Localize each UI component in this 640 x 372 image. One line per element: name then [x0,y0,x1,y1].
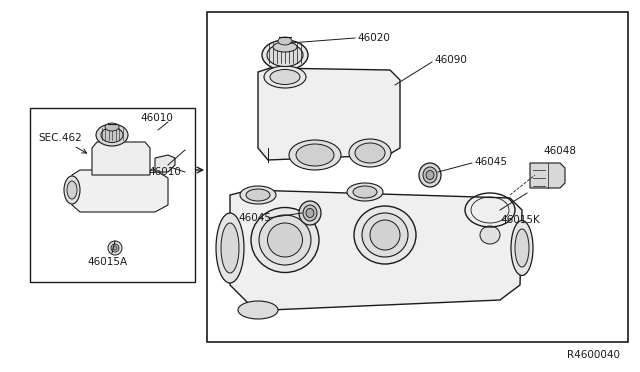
Ellipse shape [515,229,529,267]
Ellipse shape [259,215,311,265]
Text: 46045: 46045 [238,213,271,223]
Ellipse shape [113,246,117,250]
Ellipse shape [511,221,533,276]
Polygon shape [258,68,400,160]
Ellipse shape [221,223,239,273]
Ellipse shape [296,144,334,166]
Ellipse shape [349,139,391,167]
Ellipse shape [270,70,300,84]
Ellipse shape [251,208,319,273]
Ellipse shape [264,66,306,88]
Text: SEC.462: SEC.462 [38,133,86,153]
Ellipse shape [64,176,80,204]
Ellipse shape [96,124,128,146]
Bar [30,108,195,282]
Polygon shape [92,142,150,175]
Ellipse shape [101,128,123,142]
Ellipse shape [426,170,434,180]
Ellipse shape [347,183,383,201]
Ellipse shape [303,205,317,221]
Polygon shape [155,155,175,172]
Ellipse shape [246,189,270,201]
Ellipse shape [273,42,297,52]
Ellipse shape [306,208,314,218]
Ellipse shape [240,186,276,204]
Ellipse shape [267,44,303,67]
Ellipse shape [238,301,278,319]
Text: 46015K: 46015K [500,215,540,225]
Ellipse shape [268,223,303,257]
Text: 46020: 46020 [357,33,390,43]
Ellipse shape [419,163,441,187]
Text: 46015A: 46015A [87,257,127,267]
Ellipse shape [105,123,119,131]
Bar [207,12,628,342]
Ellipse shape [355,143,385,163]
Text: 46090: 46090 [434,55,467,65]
Polygon shape [230,190,522,310]
Ellipse shape [111,244,119,252]
Ellipse shape [480,226,500,244]
Ellipse shape [289,140,341,170]
Ellipse shape [423,167,437,183]
Ellipse shape [370,220,400,250]
Ellipse shape [216,213,244,283]
Ellipse shape [278,37,292,45]
Polygon shape [530,163,565,188]
Text: R4600040: R4600040 [567,350,620,360]
Text: 46045: 46045 [474,157,507,167]
Text: 46010: 46010 [140,113,173,123]
Ellipse shape [354,206,416,264]
Polygon shape [72,170,168,212]
Ellipse shape [362,213,408,257]
Ellipse shape [108,241,122,255]
Ellipse shape [353,186,377,198]
Text: 46010: 46010 [148,167,181,177]
Ellipse shape [67,181,77,199]
Ellipse shape [299,201,321,225]
Ellipse shape [262,40,308,70]
Text: 46048: 46048 [543,146,576,156]
